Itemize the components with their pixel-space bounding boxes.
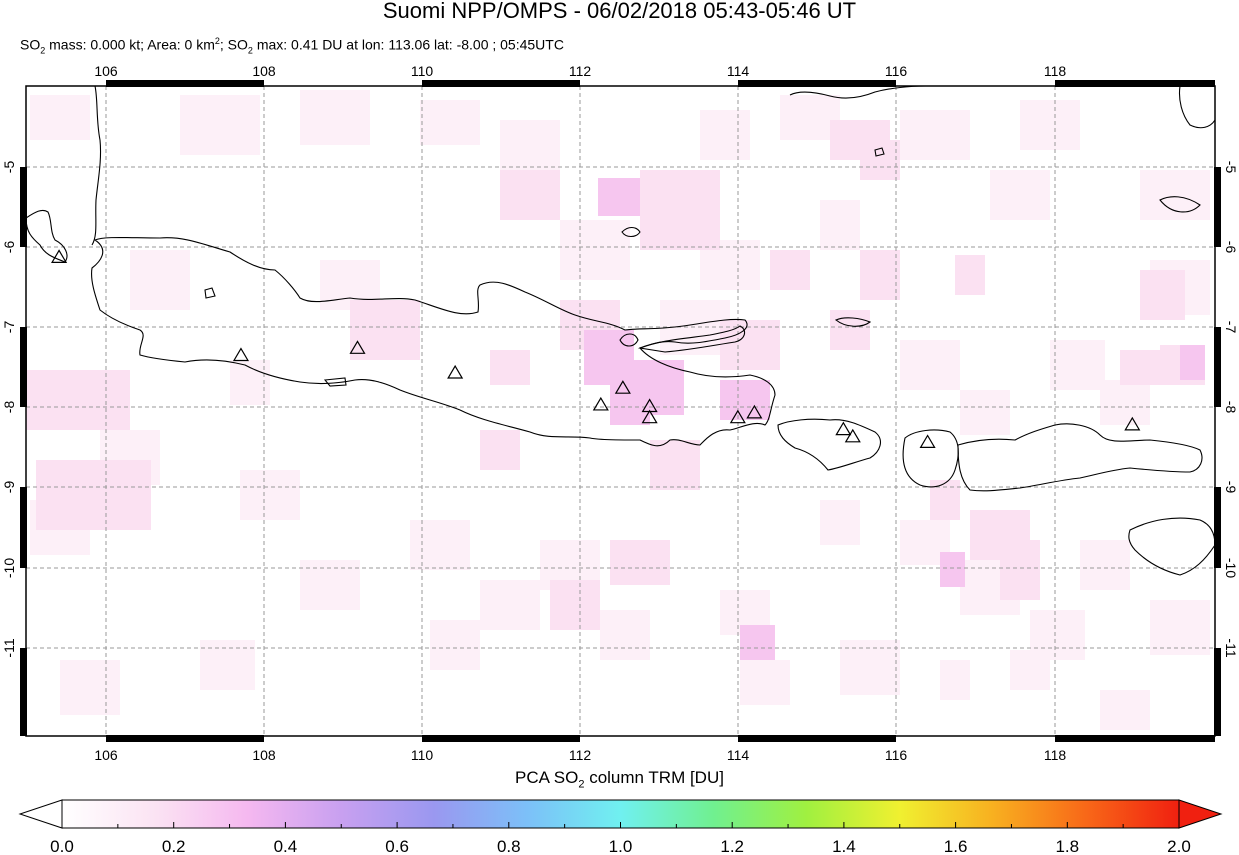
map-subtitle: SO2 mass: 0.000 kt; Area: 0 km2; SO2 max… xyxy=(20,36,564,55)
colorbar-title-post: column TRM [DU] xyxy=(584,768,724,787)
lon-label-110-top: 110 xyxy=(411,63,434,79)
lat-label-m10-right: -10 xyxy=(1223,558,1239,578)
lat-label-m5-left: -5 xyxy=(1,161,17,174)
sumbawa-coast xyxy=(957,423,1203,492)
so2-mass-text: mass: 0.000 kt; Area: 0 km xyxy=(45,36,215,53)
so2-mass-label: SO xyxy=(20,36,41,53)
lat-label-m10-left: -10 xyxy=(1,558,17,578)
colorbar-label-0: 0.0 xyxy=(50,837,74,855)
borneo-coast xyxy=(789,86,1215,129)
sumatra-coast xyxy=(26,209,68,263)
lon-label-114-bottom: 114 xyxy=(727,747,750,763)
bali-coast xyxy=(777,418,881,471)
lon-label-110-bottom: 110 xyxy=(411,747,434,763)
colorbar-label-1: 0.2 xyxy=(162,837,186,855)
subscript-2b: 2 xyxy=(247,45,253,56)
colorbar-label-5: 1.0 xyxy=(609,837,633,855)
lon-label-106-bottom: 106 xyxy=(94,747,118,763)
volcano-marker-12 xyxy=(919,434,936,449)
colorbar-title-pre: PCA SO xyxy=(515,768,579,787)
colorbar-label-6: 1.2 xyxy=(720,837,744,855)
volcano-marker-0 xyxy=(51,249,68,263)
lat-label-m11-left: -11 xyxy=(1,638,17,657)
frame-scale-bars xyxy=(20,80,1221,742)
colorbar-label-2: 0.4 xyxy=(274,837,298,855)
volcano-marker-5 xyxy=(614,380,631,394)
map-frame xyxy=(25,85,1216,737)
volcano-marker-4 xyxy=(592,396,609,411)
volcano-marker-13 xyxy=(1124,416,1141,431)
colorbar-label-7: 1.4 xyxy=(832,837,856,855)
lon-label-106-top: 106 xyxy=(94,63,118,79)
lon-labels-bottom: 106 108 110 112 114 116 118 xyxy=(94,747,1066,763)
so2-pixel-layer xyxy=(26,90,1210,730)
lat-label-m11-right: -11 xyxy=(1223,638,1239,657)
colorbar-max-arrow xyxy=(1178,799,1223,829)
island-small-3 xyxy=(1159,196,1201,213)
sumatra-north-coast xyxy=(91,86,102,246)
sumba-coast xyxy=(1128,517,1215,576)
colorbar-min-arrow xyxy=(18,799,63,829)
island-small-1 xyxy=(204,287,216,299)
lat-label-m5-right: -5 xyxy=(1223,161,1239,174)
so2-max-label: ; SO xyxy=(219,36,248,53)
colorbar-title-sub: 2 xyxy=(578,778,585,791)
superscript-2: 2 xyxy=(214,36,220,46)
volcano-marker-9 xyxy=(746,404,763,419)
madura-coast xyxy=(637,325,746,353)
colorbar-tick-labels: 0.0 0.2 0.4 0.6 0.8 1.0 1.2 1.4 1.6 1.8 2.0 xyxy=(50,837,1191,855)
volcano-marker-1 xyxy=(232,347,250,362)
lat-labels-left: -5 -6 -7 -8 -9 -10 -11 xyxy=(1,161,17,658)
lat-label-m6-right: -6 xyxy=(1223,241,1239,254)
colorbar-label-3: 0.6 xyxy=(385,837,409,855)
lat-label-m6-left: -6 xyxy=(1,241,17,254)
so2-max-text: max: 0.41 DU at lon: 113.06 lat: -8.00 ;… xyxy=(252,36,564,53)
volcano-marker-7 xyxy=(641,409,658,424)
colorbar-tick-marks xyxy=(61,822,1180,828)
lat-label-m9-left: -9 xyxy=(1,481,17,494)
subscript-2: 2 xyxy=(40,45,46,56)
island-small-4 xyxy=(323,377,347,387)
volcano-markers xyxy=(51,249,1141,449)
lat-label-m8-left: -8 xyxy=(1,401,17,414)
colorbar-label-9: 1.8 xyxy=(1055,837,1079,855)
lombok-coast xyxy=(902,429,959,488)
lon-label-112-top: 112 xyxy=(569,63,592,79)
map-title: Suomi NPP/OMPS - 06/02/2018 05:43-05:46 … xyxy=(382,0,857,23)
volcano-marker-2 xyxy=(349,340,366,354)
lon-label-118-top: 118 xyxy=(1044,63,1067,79)
volcano-marker-3 xyxy=(447,364,464,379)
lon-label-116-bottom: 116 xyxy=(885,747,908,763)
colorbar-label-8: 1.6 xyxy=(944,837,968,855)
lat-labels-right: -5 -6 -7 -8 -9 -10 -11 xyxy=(1223,161,1239,658)
volcano-marker-8 xyxy=(729,409,746,424)
graticule xyxy=(26,86,1215,736)
lon-label-118-bottom: 118 xyxy=(1044,747,1067,763)
volcano-marker-11 xyxy=(844,428,861,443)
colorbar: 0.0 0.2 0.4 0.6 0.8 1.0 1.2 1.4 1.6 1.8 2.0 xyxy=(18,799,1223,855)
lon-label-108-bottom: 108 xyxy=(252,747,276,763)
lon-labels-top: 106 108 110 112 114 116 118 xyxy=(94,63,1066,79)
island-karimunjawa xyxy=(621,226,641,238)
coastlines xyxy=(26,86,1215,576)
lat-label-m7-left: -7 xyxy=(1,321,17,334)
colorbar-title: PCA SO2 column TRM [DU] xyxy=(0,768,1239,790)
lon-label-114-top: 114 xyxy=(727,63,750,79)
colorbar-label-4: 0.8 xyxy=(497,837,521,855)
lat-label-m7-right: -7 xyxy=(1223,321,1239,334)
lat-label-m9-right: -9 xyxy=(1223,481,1239,494)
java-coast xyxy=(91,236,776,447)
lat-label-m8-right: -8 xyxy=(1223,401,1239,414)
island-bawean xyxy=(619,333,639,347)
island-kangean xyxy=(834,317,872,327)
volcano-marker-10 xyxy=(835,421,852,436)
island-small-2 xyxy=(874,147,885,157)
lon-label-108-top: 108 xyxy=(252,63,276,79)
lon-label-116-top: 116 xyxy=(885,63,908,79)
colorbar-label-10: 2.0 xyxy=(1167,837,1191,855)
lon-label-112-bottom: 112 xyxy=(569,747,592,763)
